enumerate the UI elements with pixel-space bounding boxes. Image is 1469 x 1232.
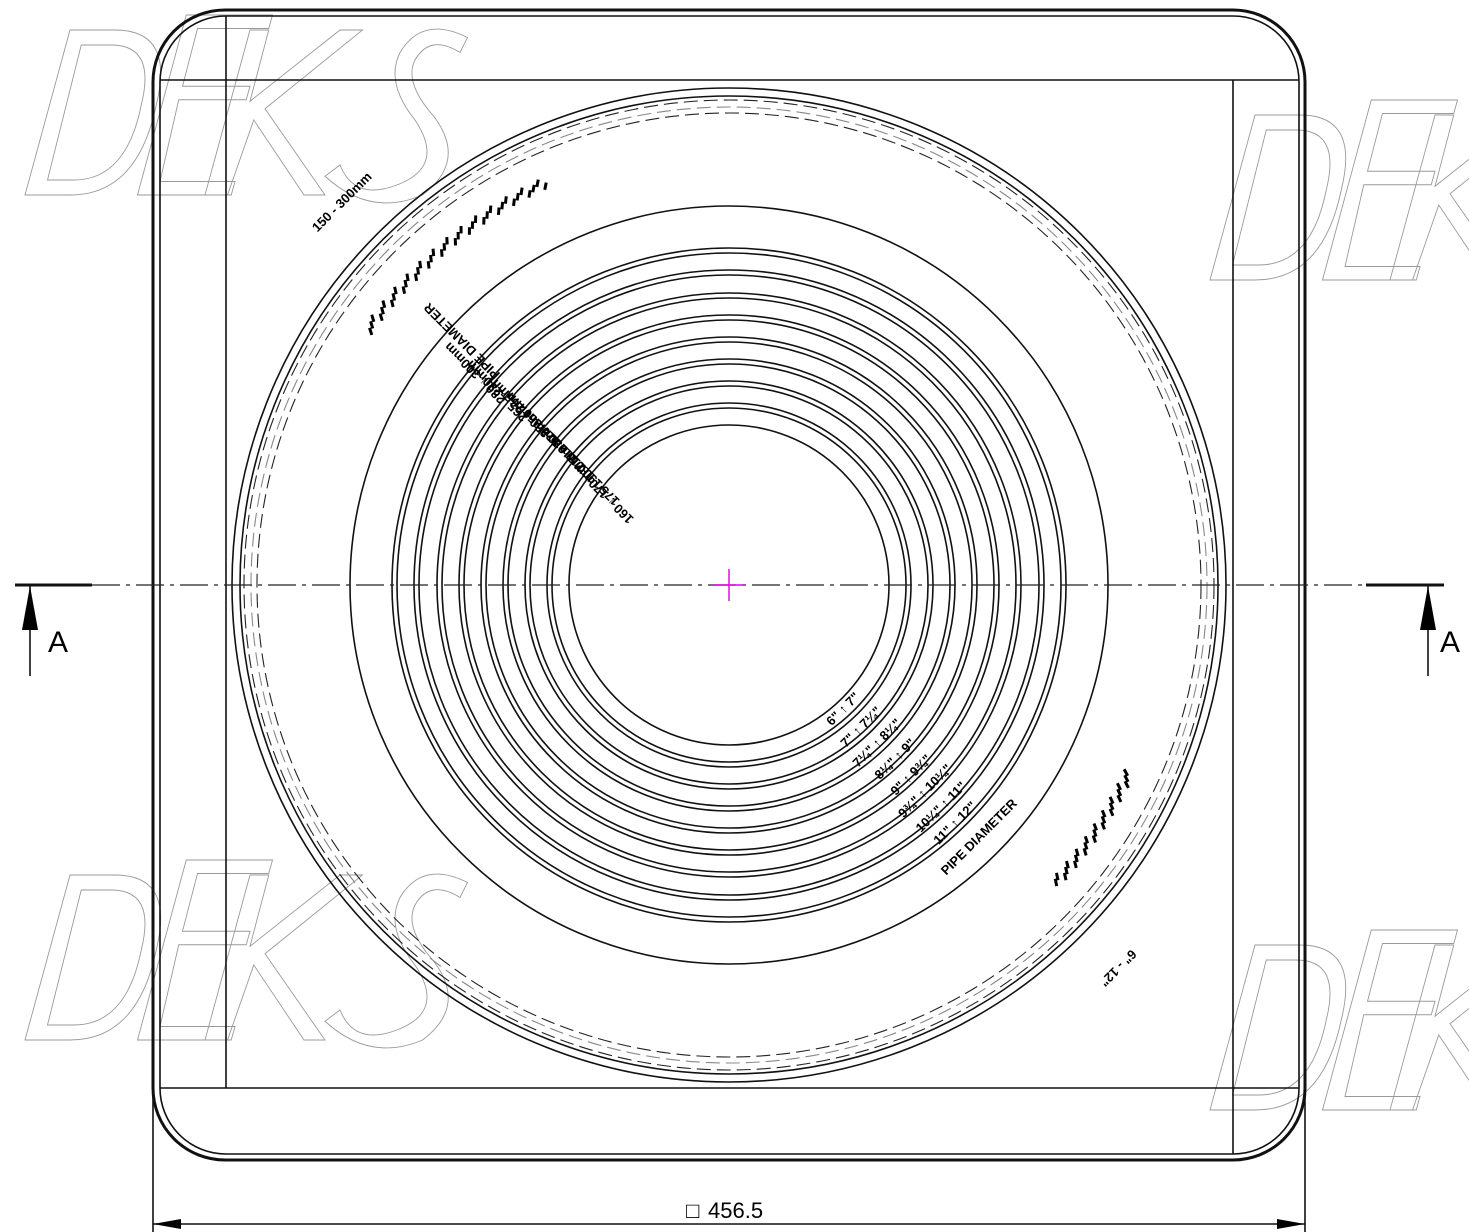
hatch-upper-left-15 [426,260,431,269]
hatch-upper-left-12 [413,273,419,282]
hatch-upper-left-38 [535,179,540,188]
hatch-upper-left-5 [381,300,387,309]
hatch-upper-left-18 [439,249,444,257]
hatch-lower-right-14 [1091,834,1097,844]
watermark-group [24,14,1469,1111]
hatch-upper-left-16 [429,254,433,263]
hatch-upper-left-35 [519,187,524,196]
hatch-lower-right-22 [1064,866,1069,875]
hatch-upper-left-34 [515,192,520,201]
section-letter-left: A [48,626,68,659]
watermark-deks-1 [1209,99,1469,281]
mm-range-label-7: 160 ↓ 170mm [569,460,636,527]
hatch-upper-left-8 [393,286,398,295]
hatch-lower-right-8 [1108,808,1115,817]
hatch-lower-right-3 [1115,782,1122,791]
hatch-lower-right-15 [1083,835,1090,844]
hatch-lower-right-5 [1116,794,1123,803]
hatch-lower-right-16 [1083,841,1089,850]
hatch-lower-right-24 [1054,872,1060,881]
section-marker-right: A [1366,583,1460,676]
hatch-lower-right-20 [1072,860,1078,869]
hatch-lower-right-19 [1073,854,1079,863]
hatch-lower-right-18 [1074,848,1080,857]
section-letter-right: A [1440,626,1460,659]
width-dimension: □ 456.5 [152,1090,1306,1232]
hatch-upper-left-17 [431,248,436,257]
watermark-letter-d [1209,944,1347,1111]
watermark-letter-k [1389,114,1469,281]
watermark-letter-d [24,874,162,1041]
outer-range-mm-label: 150 - 300mm [309,169,375,235]
watermark-letter-k [204,29,364,196]
hatch-upper-left-9 [401,286,407,294]
hatch-upper-left-6 [389,299,395,308]
section-marker-left: A [15,583,92,676]
hatch-lower-right-13 [1092,828,1098,837]
hatch-upper-left-0 [368,327,374,336]
hatch-lower-right-6 [1108,796,1115,805]
watermark-letter-e [1321,929,1459,1111]
hatch-lower-right-2 [1123,780,1130,789]
hatch-upper-left-31 [500,201,505,210]
hatch-upper-left-29 [488,205,493,214]
watermark-letter-e [1321,99,1459,281]
hatch-upper-left-11 [405,273,410,282]
watermark-letter-d [1209,114,1347,281]
watermark-deks-2 [24,859,469,1049]
watermark-deks-3 [1209,929,1469,1111]
hatch-upper-left-37 [531,184,536,193]
hatch-lower-right-7 [1108,802,1115,811]
dimension-value: 456.5 [708,1198,763,1223]
hatch-upper-left-10 [403,279,408,288]
hatch-upper-left-39 [543,182,548,191]
hatch-lower-right-0 [1122,768,1130,777]
hatch-upper-left-30 [496,207,501,216]
hatch-upper-left-2 [370,314,376,323]
hatch-lower-right-10 [1100,815,1107,824]
hatch-upper-left-3 [378,313,384,322]
hatch-lower-right-4 [1116,788,1123,797]
hatch-upper-left-36 [527,190,532,198]
watermark-deks-0 [24,14,469,204]
hatch-upper-left-13 [416,266,421,275]
hatch-upper-left-14 [418,260,423,269]
hatch-upper-left-7 [391,292,397,301]
hatch-lower-right-25 [1053,878,1059,887]
watermark-letter-e [136,859,274,1041]
hatch-upper-left-4 [380,306,385,315]
watermark-letter-k [1389,944,1469,1111]
hatch-lower-right-17 [1082,847,1088,856]
watermark-letter-d [24,29,162,196]
hatch-upper-left-1 [369,320,375,329]
dimension-symbol: □ [686,1198,699,1223]
watermark-letter-k [204,874,364,1041]
hatch-lower-right-11 [1100,821,1106,830]
watermark-letter-s [324,873,469,1049]
hatch-upper-left-32 [503,196,508,204]
watermark-letter-e [136,14,274,196]
hatch-lower-right-21 [1065,860,1070,869]
hatch-upper-left-33 [512,198,516,207]
outer-range-in-label: 6" - 12" [1097,947,1140,990]
hatch-lower-right-1 [1123,774,1130,783]
flange-hatch-marks [368,179,1130,887]
hatch-lower-right-23 [1062,872,1068,881]
hatch-lower-right-9 [1100,809,1107,818]
hatch-lower-right-12 [1092,822,1098,831]
